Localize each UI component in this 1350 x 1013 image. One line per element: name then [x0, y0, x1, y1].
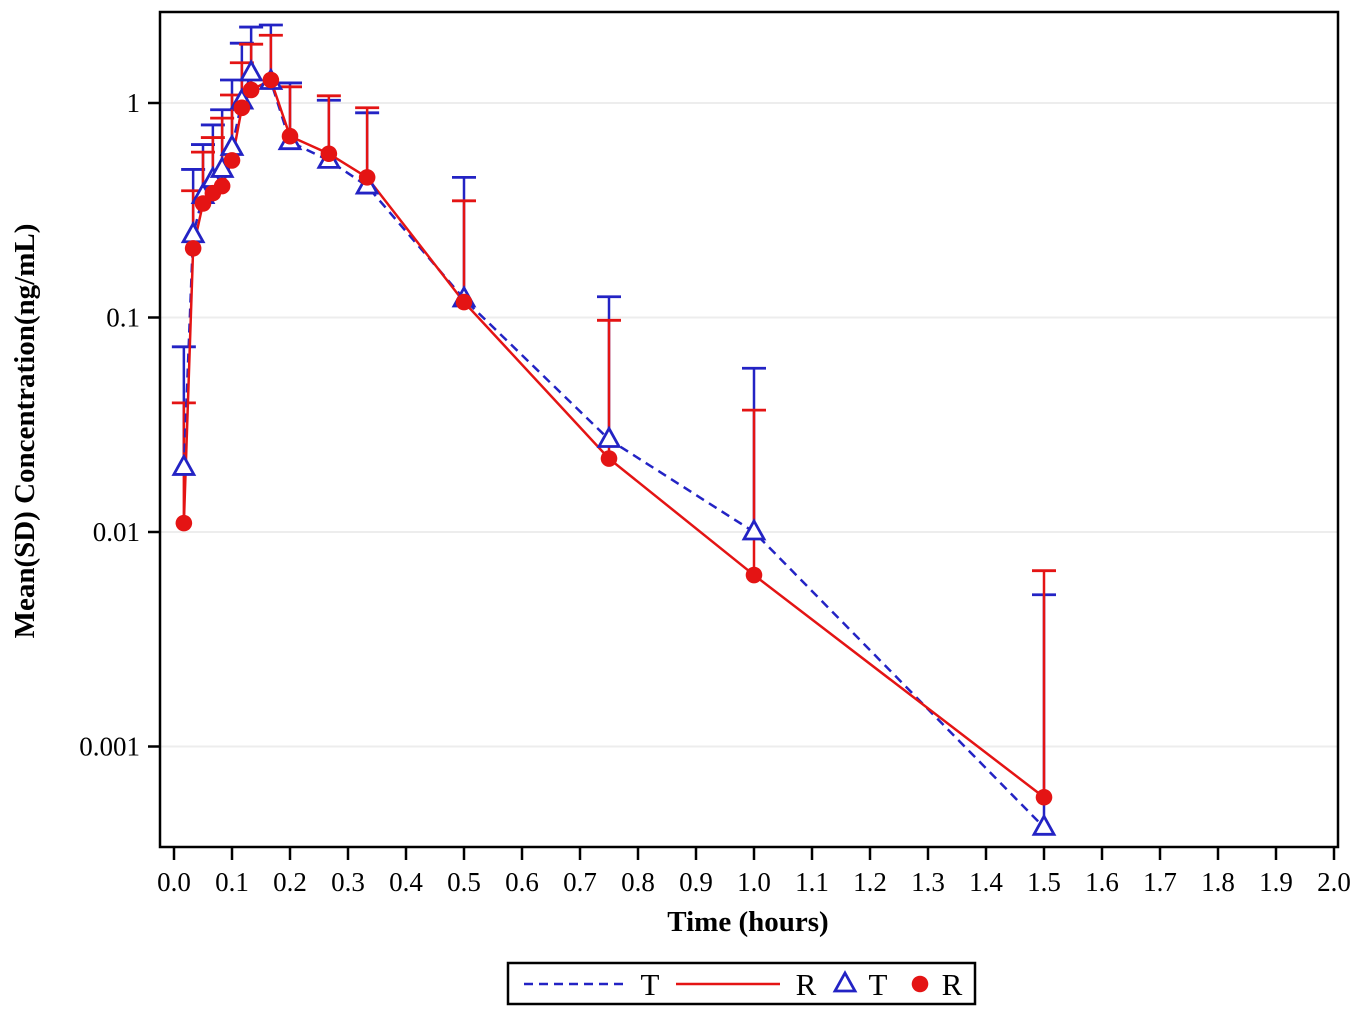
legend-label-R: R — [942, 967, 963, 1002]
x-tick-label: 0.7 — [563, 867, 597, 897]
x-tick-label: 0.1 — [215, 867, 249, 897]
marker-circle-R — [281, 127, 299, 145]
x-axis-title: Time (hours) — [667, 906, 829, 938]
y-tick-label: 0.001 — [79, 732, 140, 762]
marker-triangle-T — [238, 59, 264, 82]
x-tick-label: 1.1 — [795, 867, 829, 897]
marker-circle-R — [320, 145, 338, 163]
x-tick-label: 0.4 — [389, 867, 423, 897]
legend-swatch-open-triangle — [832, 970, 858, 993]
marker-triangle-T — [596, 425, 622, 448]
marker-circle-R — [213, 177, 231, 195]
marker-circle-R — [233, 99, 251, 117]
x-tick-label: 2.0 — [1317, 867, 1350, 897]
x-tick-label: 1.0 — [737, 867, 771, 897]
marker-circle-R — [223, 152, 241, 169]
marker-triangle-T — [1031, 813, 1057, 836]
x-tick-label: 1.4 — [969, 867, 1003, 897]
marker-circle-R — [262, 71, 280, 89]
x-tick-label: 1.2 — [853, 867, 887, 897]
y-axis-title: Mean(SD) Concentration(ng/mL) — [9, 223, 41, 639]
legend-label-R: R — [796, 967, 817, 1002]
x-tick-label: 0.0 — [157, 867, 191, 897]
x-tick-label: 1.7 — [1143, 867, 1177, 897]
plot-frame — [158, 10, 1340, 849]
x-tick-label: 0.5 — [447, 867, 481, 897]
marker-triangle-T — [171, 453, 197, 476]
x-tick-label: 1.9 — [1259, 867, 1293, 897]
x-tick-label: 1.6 — [1085, 867, 1119, 897]
x-tick-label: 1.3 — [911, 867, 945, 897]
marker-circle-R — [455, 293, 473, 311]
y-tick-label: 0.01 — [93, 517, 140, 547]
legend-label-T: T — [641, 967, 660, 1002]
marker-circle-R — [242, 81, 260, 99]
y-tick-label: 1 — [127, 88, 141, 118]
marker-triangle-T — [180, 220, 206, 244]
marker-circle-R — [600, 450, 618, 467]
marker-triangle-T — [741, 518, 767, 541]
legend-label-T: T — [869, 967, 888, 1002]
x-tick-label: 1.8 — [1201, 867, 1235, 897]
marker-circle-R — [358, 169, 376, 186]
x-tick-label: 0.9 — [679, 867, 713, 897]
series-line-T — [182, 71, 1045, 829]
marker-circle-R — [184, 240, 202, 257]
marker-circle-R — [1035, 788, 1053, 806]
x-tick-label: 0.2 — [273, 867, 307, 897]
x-tick-label: 0.6 — [505, 867, 539, 897]
x-tick-label: 0.8 — [621, 867, 655, 897]
marker-triangle-T — [209, 155, 235, 178]
marker-circle-R — [175, 514, 193, 532]
x-tick-label: 0.3 — [331, 867, 365, 897]
legend-swatch-filled-circle — [911, 975, 929, 993]
marker-circle-R — [194, 195, 212, 212]
marker-triangle-T — [219, 133, 245, 156]
y-tick-label: 0.1 — [106, 303, 140, 333]
x-tick-label: 1.5 — [1027, 867, 1061, 897]
marker-circle-R — [745, 566, 763, 584]
